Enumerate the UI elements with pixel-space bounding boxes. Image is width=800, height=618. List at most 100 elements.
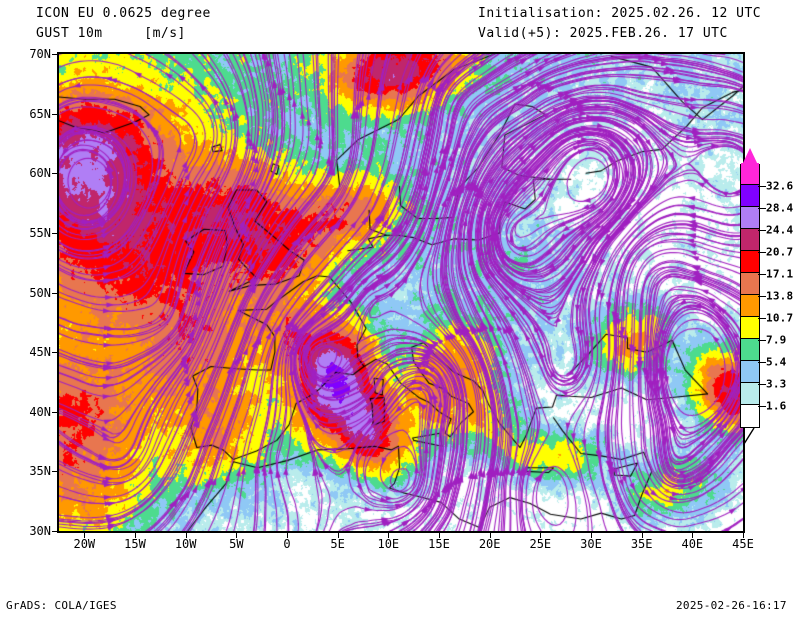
y-axis-label: 55N (29, 225, 51, 240)
colorbar-divider (741, 316, 759, 317)
x-axis-label: 5W (229, 537, 244, 551)
x-axis-tick (439, 533, 440, 538)
x-axis-tick (540, 533, 542, 538)
x-axis-label: 40E (681, 537, 704, 551)
colorbar-divider (741, 184, 759, 185)
colorbar-tick-label: 5.4 (766, 355, 787, 369)
x-axis-label: 0 (283, 537, 291, 551)
y-axis-label: 45N (29, 345, 51, 360)
colorbar-band (741, 163, 759, 185)
colorbar-band (741, 383, 759, 405)
x-axis-tick (743, 533, 744, 538)
colorbar-divider (741, 382, 759, 383)
colorbar-divider (741, 206, 759, 207)
x-axis-label: 10E (377, 537, 400, 551)
colorbar-tick (758, 208, 766, 209)
x-axis-label: 15E (428, 537, 450, 551)
y-axis-tick (52, 54, 57, 55)
y-axis-tick (52, 113, 57, 115)
x-axis-tick (84, 533, 86, 538)
x-axis-label: 10W (174, 537, 197, 551)
colorbar-band (741, 361, 759, 383)
colorbar-tick (758, 274, 766, 275)
y-axis-tick (52, 411, 57, 413)
streamline-overlay (59, 54, 743, 531)
footer-credit: GrADS: COLA/IGES (6, 599, 117, 612)
x-axis-label: 20W (73, 537, 96, 551)
initialisation-label: Initialisation: 2025.02.26. 12 UTC (478, 6, 762, 21)
footer-timestamp: 2025-02-26-16:17 (676, 599, 787, 612)
colorbar-tick (758, 406, 766, 407)
colorbar-band (741, 273, 759, 295)
valid-time-label: Valid(+5): 2025.FEB.26. 17 UTC (478, 26, 728, 41)
colorbar-band (741, 295, 759, 317)
x-axis-tick (641, 533, 643, 538)
x-axis-tick (135, 533, 136, 538)
y-axis-label: 50N (29, 285, 51, 300)
colorbar-divider (741, 272, 759, 273)
colorbar-tick (758, 340, 766, 341)
x-axis-tick (692, 533, 694, 538)
colorbar-divider (741, 360, 759, 361)
x-axis-tick (388, 533, 390, 538)
colorbar-tick (758, 296, 766, 297)
colorbar-tick (758, 384, 766, 385)
colorbar[interactable] (740, 163, 760, 428)
colorbar-band (741, 339, 759, 361)
x-axis-tick (236, 533, 238, 538)
colorbar-tick (758, 230, 766, 231)
y-axis-label: 35N (29, 464, 51, 479)
colorbar-divider (741, 338, 759, 339)
colorbar-band (741, 185, 759, 207)
colorbar-divider (741, 228, 759, 229)
colorbar-band (741, 207, 759, 229)
x-axis-label: 25E (529, 537, 552, 551)
y-axis-label: 60N (29, 166, 51, 181)
colorbar-tick-label: 20.7 (766, 245, 794, 259)
weather-map-plot[interactable] (57, 52, 745, 533)
colorbar-tick-label: 3.3 (766, 377, 787, 391)
colorbar-band (741, 405, 759, 427)
colorbar-tick-label: 28.4 (766, 201, 794, 215)
y-axis-tick (52, 531, 57, 532)
x-axis-tick (185, 533, 187, 538)
colorbar-tick-label: 7.9 (766, 333, 787, 347)
x-axis-tick (287, 533, 288, 538)
colorbar-tick-label: 24.4 (766, 223, 794, 237)
colorbar-band (741, 317, 759, 339)
colorbar-tick-label: 17.1 (766, 267, 794, 281)
x-axis-tick (337, 533, 339, 538)
y-axis-tick (52, 232, 57, 234)
colorbar-tick-label: 10.7 (766, 311, 794, 325)
colorbar-tick (758, 252, 766, 253)
x-axis-label: 5E (330, 537, 345, 551)
y-axis-label: 30N (29, 524, 51, 538)
x-axis-label: 30E (580, 537, 602, 551)
y-axis-label: 65N (29, 106, 51, 121)
colorbar-tick-label: 13.8 (766, 289, 794, 303)
x-axis-tick (489, 533, 491, 538)
colorbar-band (741, 251, 759, 273)
x-axis-label: 35E (630, 537, 653, 551)
x-axis-tick (591, 533, 592, 538)
y-axis-tick (52, 173, 57, 175)
y-axis-label: 40N (29, 404, 51, 419)
colorbar-band (741, 229, 759, 251)
colorbar-tick (758, 362, 766, 363)
model-title: ICON EU 0.0625 degree (36, 6, 211, 21)
x-axis-label: 20E (478, 537, 501, 551)
y-axis-label: 70N (29, 47, 51, 61)
colorbar-tick (758, 186, 766, 187)
variable-title: GUST 10m [m/s] (36, 26, 186, 41)
colorbar-tick (758, 318, 766, 319)
y-axis-tick (52, 292, 57, 294)
x-axis-label: 15W (124, 537, 146, 551)
colorbar-tail-icon (743, 428, 755, 444)
y-axis-tick (52, 352, 57, 354)
x-axis-label: 45E (732, 537, 754, 551)
colorbar-divider (741, 294, 759, 295)
colorbar-tick-label: 1.6 (766, 399, 787, 413)
colorbar-divider (741, 250, 759, 251)
colorbar-divider (741, 404, 759, 405)
colorbar-arrow-max-icon (742, 148, 758, 165)
